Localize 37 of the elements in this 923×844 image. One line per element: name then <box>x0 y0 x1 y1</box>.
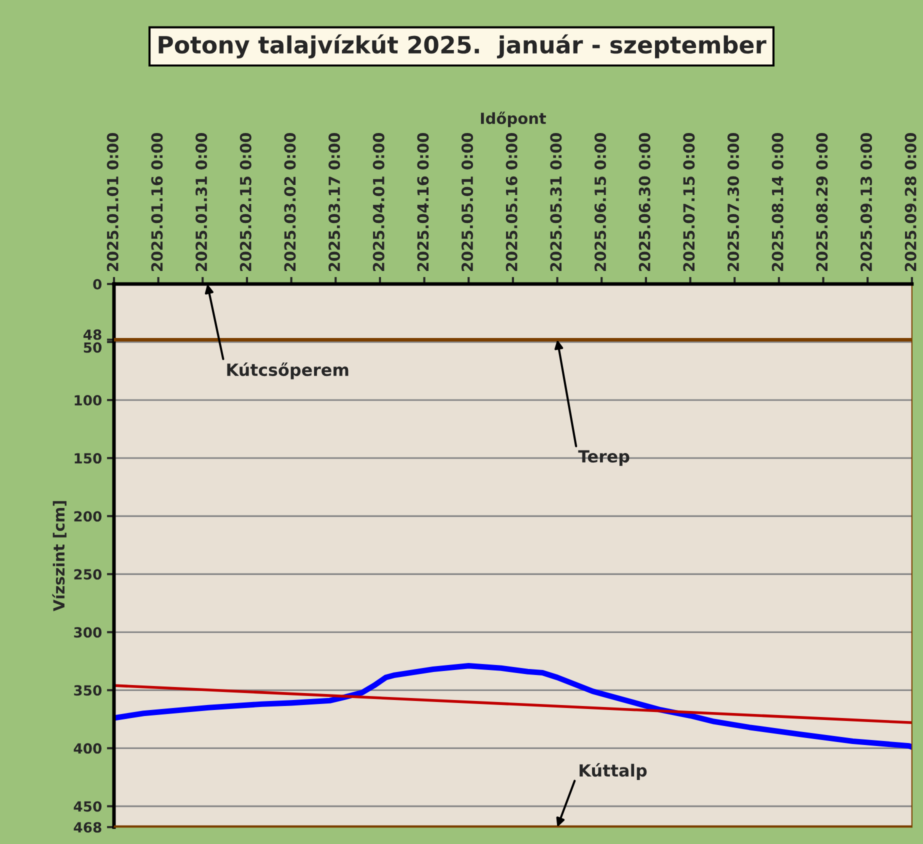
x-tick-label: 2025.03.17 0:00 <box>328 132 340 271</box>
x-tick-label: 2025.05.31 0:00 <box>550 132 562 271</box>
y-tick-label: 48 <box>83 329 102 340</box>
y-tick-label: 350 <box>74 685 102 696</box>
y-tick-label: 250 <box>74 569 102 580</box>
x-tick-label: 2025.01.31 0:00 <box>196 132 208 271</box>
x-tick-label: 2025.07.30 0:00 <box>727 132 740 271</box>
chart-title: Potony talajvízkút 2025. január - szeptember <box>158 34 766 58</box>
annotation: Kútcsőperem <box>227 362 348 380</box>
x-tick-label: 2025.07.15 0:00 <box>683 132 695 271</box>
x-tick-label: 2025.03.02 0:00 <box>284 132 296 271</box>
x-tick-label: 2025.02.15 0:00 <box>240 132 252 271</box>
x-tick-label: 2025.08.29 0:00 <box>816 132 828 271</box>
y-tick-label: 468 <box>74 822 102 833</box>
x-tick-label: 2025.01.16 0:00 <box>151 132 163 271</box>
x-tick-label: 2025.06.30 0:00 <box>638 132 650 271</box>
x-tick-label: 2025.09.13 0:00 <box>860 132 872 271</box>
y-tick-label: 450 <box>74 801 102 812</box>
y-tick-label: 150 <box>74 453 102 464</box>
x-axis-title: Időpont <box>481 112 546 128</box>
annotation: Terep <box>578 450 630 466</box>
y-tick-label: 300 <box>74 627 102 638</box>
x-tick-label: 2025.01.01 0:00 <box>106 132 118 271</box>
y-axis-title: Vízszint [cm] <box>52 501 66 612</box>
x-tick-label: 2025.04.01 0:00 <box>372 132 384 271</box>
x-tick-label: 2025.05.16 0:00 <box>506 132 518 271</box>
x-tick-label: 2025.05.01 0:00 <box>462 132 474 271</box>
x-tick-label: 2025.08.14 0:00 <box>772 132 784 271</box>
y-tick-label: 200 <box>74 511 102 522</box>
x-tick-label: 2025.09.28 0:00 <box>904 132 916 271</box>
x-tick-label: 2025.04.16 0:00 <box>417 132 429 271</box>
y-tick-label: 50 <box>84 342 102 353</box>
x-tick-label: 2025.06.15 0:00 <box>594 132 606 271</box>
y-tick-label: 400 <box>74 743 102 754</box>
annotation: Kúttalp <box>580 763 647 780</box>
y-tick-label: 0 <box>93 278 102 290</box>
y-tick-label: 100 <box>74 395 102 406</box>
